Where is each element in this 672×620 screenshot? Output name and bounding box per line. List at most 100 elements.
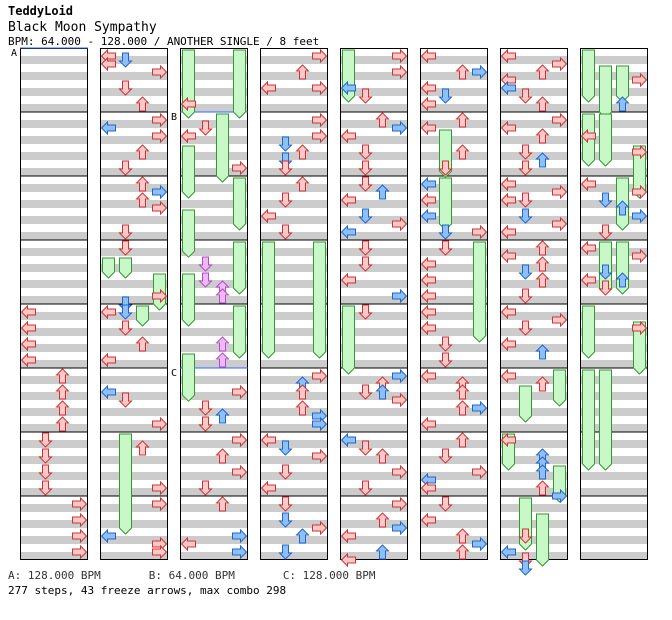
beat-band [580,504,648,512]
bpm-change-b: B: 64.000 BPM [148,569,235,582]
freeze-body [599,113,612,167]
arrow-right-icon [72,512,88,528]
arrow-down-icon [358,144,373,160]
freeze-arrow [233,49,246,119]
freeze-arrow [582,305,595,359]
freeze-arrow [439,177,452,231]
beat-band [100,408,168,416]
beat-band [20,120,88,128]
arrow-left-icon [340,128,356,144]
arrow-right-icon [232,384,248,400]
beat-band [420,280,488,288]
beat-band [500,232,568,240]
beat-band [100,312,168,320]
beat-band [340,168,408,176]
freeze-body [182,209,195,258]
arrow-down-icon [198,480,213,496]
arrow-up-icon [375,184,390,200]
arrow-down-icon [38,432,53,448]
arrow-up-icon [375,448,390,464]
beat-band [260,408,328,416]
beat-band [20,152,88,160]
arrow-right-icon [312,128,328,144]
bpm-marker-label: B [171,112,177,123]
beat-band [20,440,88,448]
beat-band [500,216,568,224]
chart-stats: 277 steps, 43 freeze arrows, max combo 2… [8,584,287,597]
arrow-down-icon [358,256,373,272]
arrow-left-icon [100,304,116,320]
arrow-left-icon [180,96,196,112]
beat-band [580,152,648,160]
beat-band [180,392,248,400]
freeze-body [599,65,612,119]
beat-band [180,376,248,384]
beat-band [260,520,328,528]
arrow-left-icon [260,432,276,448]
arrow-down-icon [598,224,613,240]
freeze-body [582,113,595,167]
freeze-body [262,241,275,359]
arrow-right-icon [472,400,488,416]
arrow-left-icon [420,96,436,112]
freeze-body [233,241,246,295]
beat-band [580,424,648,432]
arrow-right-icon [152,112,168,128]
beat-band [340,408,408,416]
arrow-left-icon [420,48,436,64]
chart-column [580,48,648,560]
beat-band [500,408,568,416]
arrow-down-icon [438,352,453,368]
beat-band [580,88,648,96]
beat-band [180,72,248,80]
chart-column [340,48,408,560]
freeze-body [153,273,166,311]
arrow-up-icon [55,416,70,432]
beat-band [180,488,248,496]
arrow-up-icon [455,544,470,560]
arrow-down-icon [118,160,133,176]
beat-band [500,328,568,336]
arrow-right-icon [312,80,328,96]
beat-band [340,328,408,336]
beat-band [420,360,488,368]
beat-band [260,440,328,448]
arrow-left-icon [500,248,516,264]
beat-band [20,424,88,432]
arrow-down-icon [118,240,133,256]
beat-band [580,104,648,112]
beat-band [20,504,88,512]
beat-band [100,200,168,208]
arrow-left-icon [500,120,516,136]
beat-band [580,168,648,176]
beat-band [500,248,568,256]
beat-band [340,264,408,272]
arrow-up-icon [295,384,310,400]
arrow-left-icon [340,192,356,208]
arrow-down-icon [518,320,533,336]
beat-band [580,120,648,128]
arrow-down-icon [278,160,293,176]
beat-band [340,248,408,256]
arrow-down-icon [518,560,533,576]
arrow-right-icon [472,536,488,552]
beat-band [100,88,168,96]
arrow-right-icon [552,216,568,232]
arrow-right-icon [312,448,328,464]
beat-band [100,504,168,512]
column-border [260,48,328,560]
arrow-left-icon [420,208,436,224]
beat-band [260,264,328,272]
arrow-right-icon [552,488,568,504]
arrow-up-icon [55,368,70,384]
beat-band [580,72,648,80]
beat-band [260,328,328,336]
beat-band [500,72,568,80]
beat-band [20,328,88,336]
beat-band [260,136,328,144]
freeze-body [233,305,246,359]
chart-info: BPM: 64.000 - 128.000 / ANOTHER SINGLE /… [8,35,320,48]
arrow-up-icon [455,528,470,544]
beat-band [20,392,88,400]
column-border [180,48,248,560]
